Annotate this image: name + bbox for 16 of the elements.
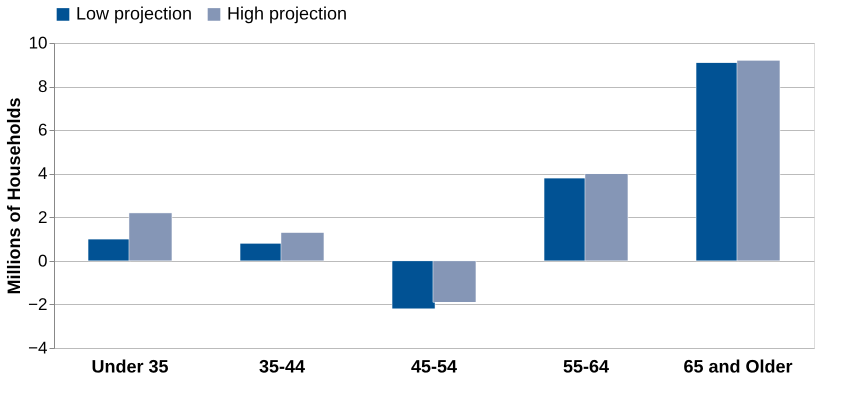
x-tick-label: 55-64: [562, 356, 610, 376]
x-tick-label: 35-44: [258, 356, 306, 376]
y-tick-label: 10: [28, 34, 48, 52]
y-axis-title: Millions of Households: [4, 98, 24, 294]
x-tick-label: 45-54: [410, 356, 458, 376]
legend-label: High projection: [227, 3, 348, 24]
y-tick-label: 4: [38, 164, 48, 184]
y-tick-label: 0: [38, 251, 48, 270]
y-tick-label: 2: [38, 208, 48, 227]
y-tick-label: −4: [28, 338, 48, 358]
x-tick-label: 65 and Older: [683, 356, 793, 376]
legend-label: Low projection: [76, 3, 192, 24]
y-tick-label: −2: [28, 294, 48, 314]
y-tick-label: 8: [38, 77, 48, 96]
y-tick-label: 6: [38, 120, 48, 140]
x-tick-label: Under 35: [91, 356, 169, 376]
